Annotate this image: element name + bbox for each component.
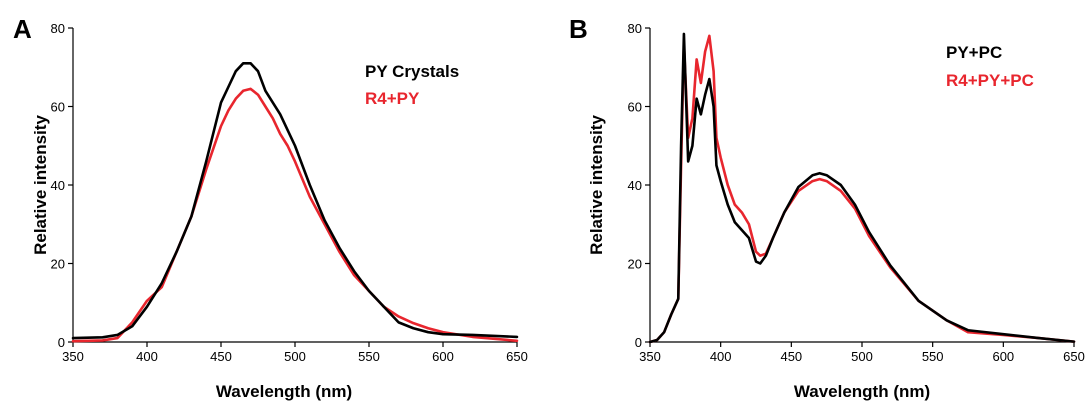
panel-b-x-tick-label: 650 xyxy=(1063,349,1085,364)
panel-a-y-tick-label: 80 xyxy=(51,21,65,36)
panel-a-y-tick-label: 40 xyxy=(51,178,65,193)
panel-a-y-axis-title: Relative intensity xyxy=(31,115,50,255)
panel-b-legend-r4-py-pc: R4+PY+PC xyxy=(946,71,1034,90)
panel-b-x-tick-label: 600 xyxy=(992,349,1014,364)
panel-a-x-tick-label: 400 xyxy=(136,349,158,364)
panel-b-x-tick-label: 350 xyxy=(639,349,661,364)
panel-a-y-tick-label: 20 xyxy=(51,257,65,272)
panel-a-series-line-r4-py xyxy=(71,87,519,343)
panel-a-x-tick-label: 550 xyxy=(358,349,380,364)
panel-a-series-line-py-crystals xyxy=(71,62,519,340)
panel-b-y-tick-label: 60 xyxy=(628,100,642,115)
panel-a-label: A xyxy=(13,14,32,44)
panel-b-x-tick-label: 550 xyxy=(922,349,944,364)
panel-b-series-line-py-pc xyxy=(648,32,1076,344)
panel-b-y-tick-label: 20 xyxy=(628,257,642,272)
panel-b-x-axis-title: Wavelength (nm) xyxy=(794,382,930,401)
panel-a-plot: 350 400 450 500 550 600 650 0 20 40 60 80 xyxy=(51,21,528,364)
panel-b-x-tick-label: 500 xyxy=(851,349,873,364)
panel-a-y-tick-label: 0 xyxy=(58,335,65,350)
panel-b-y-tick-label: 40 xyxy=(628,178,642,193)
panel-a-x-tick-label: 450 xyxy=(210,349,232,364)
panel-b: B 350 400 450 500 550 600 650 0 20 40 60 80 Wavelen… xyxy=(569,14,1085,401)
panel-a-x-axis-title: Wavelength (nm) xyxy=(216,382,352,401)
panel-b-y-tick-label: 80 xyxy=(628,21,642,36)
panel-b-legend-py-pc: PY+PC xyxy=(946,43,1002,62)
panel-a-legend-py-crystals: PY Crystals xyxy=(365,62,459,81)
panel-b-x-tick-label: 450 xyxy=(780,349,802,364)
panel-a-x-tick-label: 600 xyxy=(432,349,454,364)
panel-a-legend-r4-py: R4+PY xyxy=(365,89,420,108)
panel-a-x-tick-label: 650 xyxy=(506,349,528,364)
panel-b-y-axis-title: Relative intensity xyxy=(587,115,606,255)
panel-b-x-tick-label: 400 xyxy=(710,349,732,364)
panel-b-y-tick-label: 0 xyxy=(635,335,642,350)
panel-b-label: B xyxy=(569,14,588,44)
panel-a: A 350 400 450 500 550 600 650 0 20 40 60 80 Wavelen… xyxy=(13,14,528,401)
panel-a-y-tick-label: 60 xyxy=(51,100,65,115)
panel-b-plot: 350 400 450 500 550 600 650 0 20 40 60 80 xyxy=(628,21,1085,364)
panel-a-x-tick-label: 500 xyxy=(284,349,306,364)
panel-a-x-tick-label: 350 xyxy=(62,349,84,364)
